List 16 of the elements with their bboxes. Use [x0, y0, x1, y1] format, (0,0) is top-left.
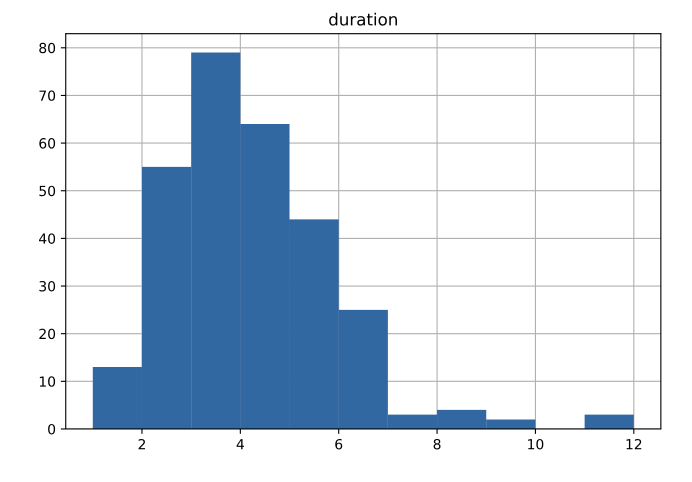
y-tick-label: 20 — [39, 328, 56, 340]
x-tick-label: 2 — [138, 438, 145, 450]
y-tick-label: 50 — [39, 186, 56, 196]
chart-title: duration — [329, 12, 397, 26]
x-tick-label: 6 — [335, 438, 342, 450]
y-tick-label: 10 — [40, 376, 56, 387]
y-tick-label: 40 — [39, 233, 56, 244]
x-tick-label: 8 — [434, 438, 441, 450]
y-tick-label: 80 — [39, 42, 56, 54]
y-tick-label: 60 — [39, 138, 56, 149]
x-tick-label: 10 — [528, 438, 544, 450]
y-tick-label: 70 — [39, 90, 56, 101]
y-tick-label: 0 — [48, 424, 56, 434]
x-tick-label: 12 — [626, 438, 642, 450]
x-tick-label: 4 — [236, 439, 244, 450]
y-tick-label: 30 — [39, 281, 56, 292]
